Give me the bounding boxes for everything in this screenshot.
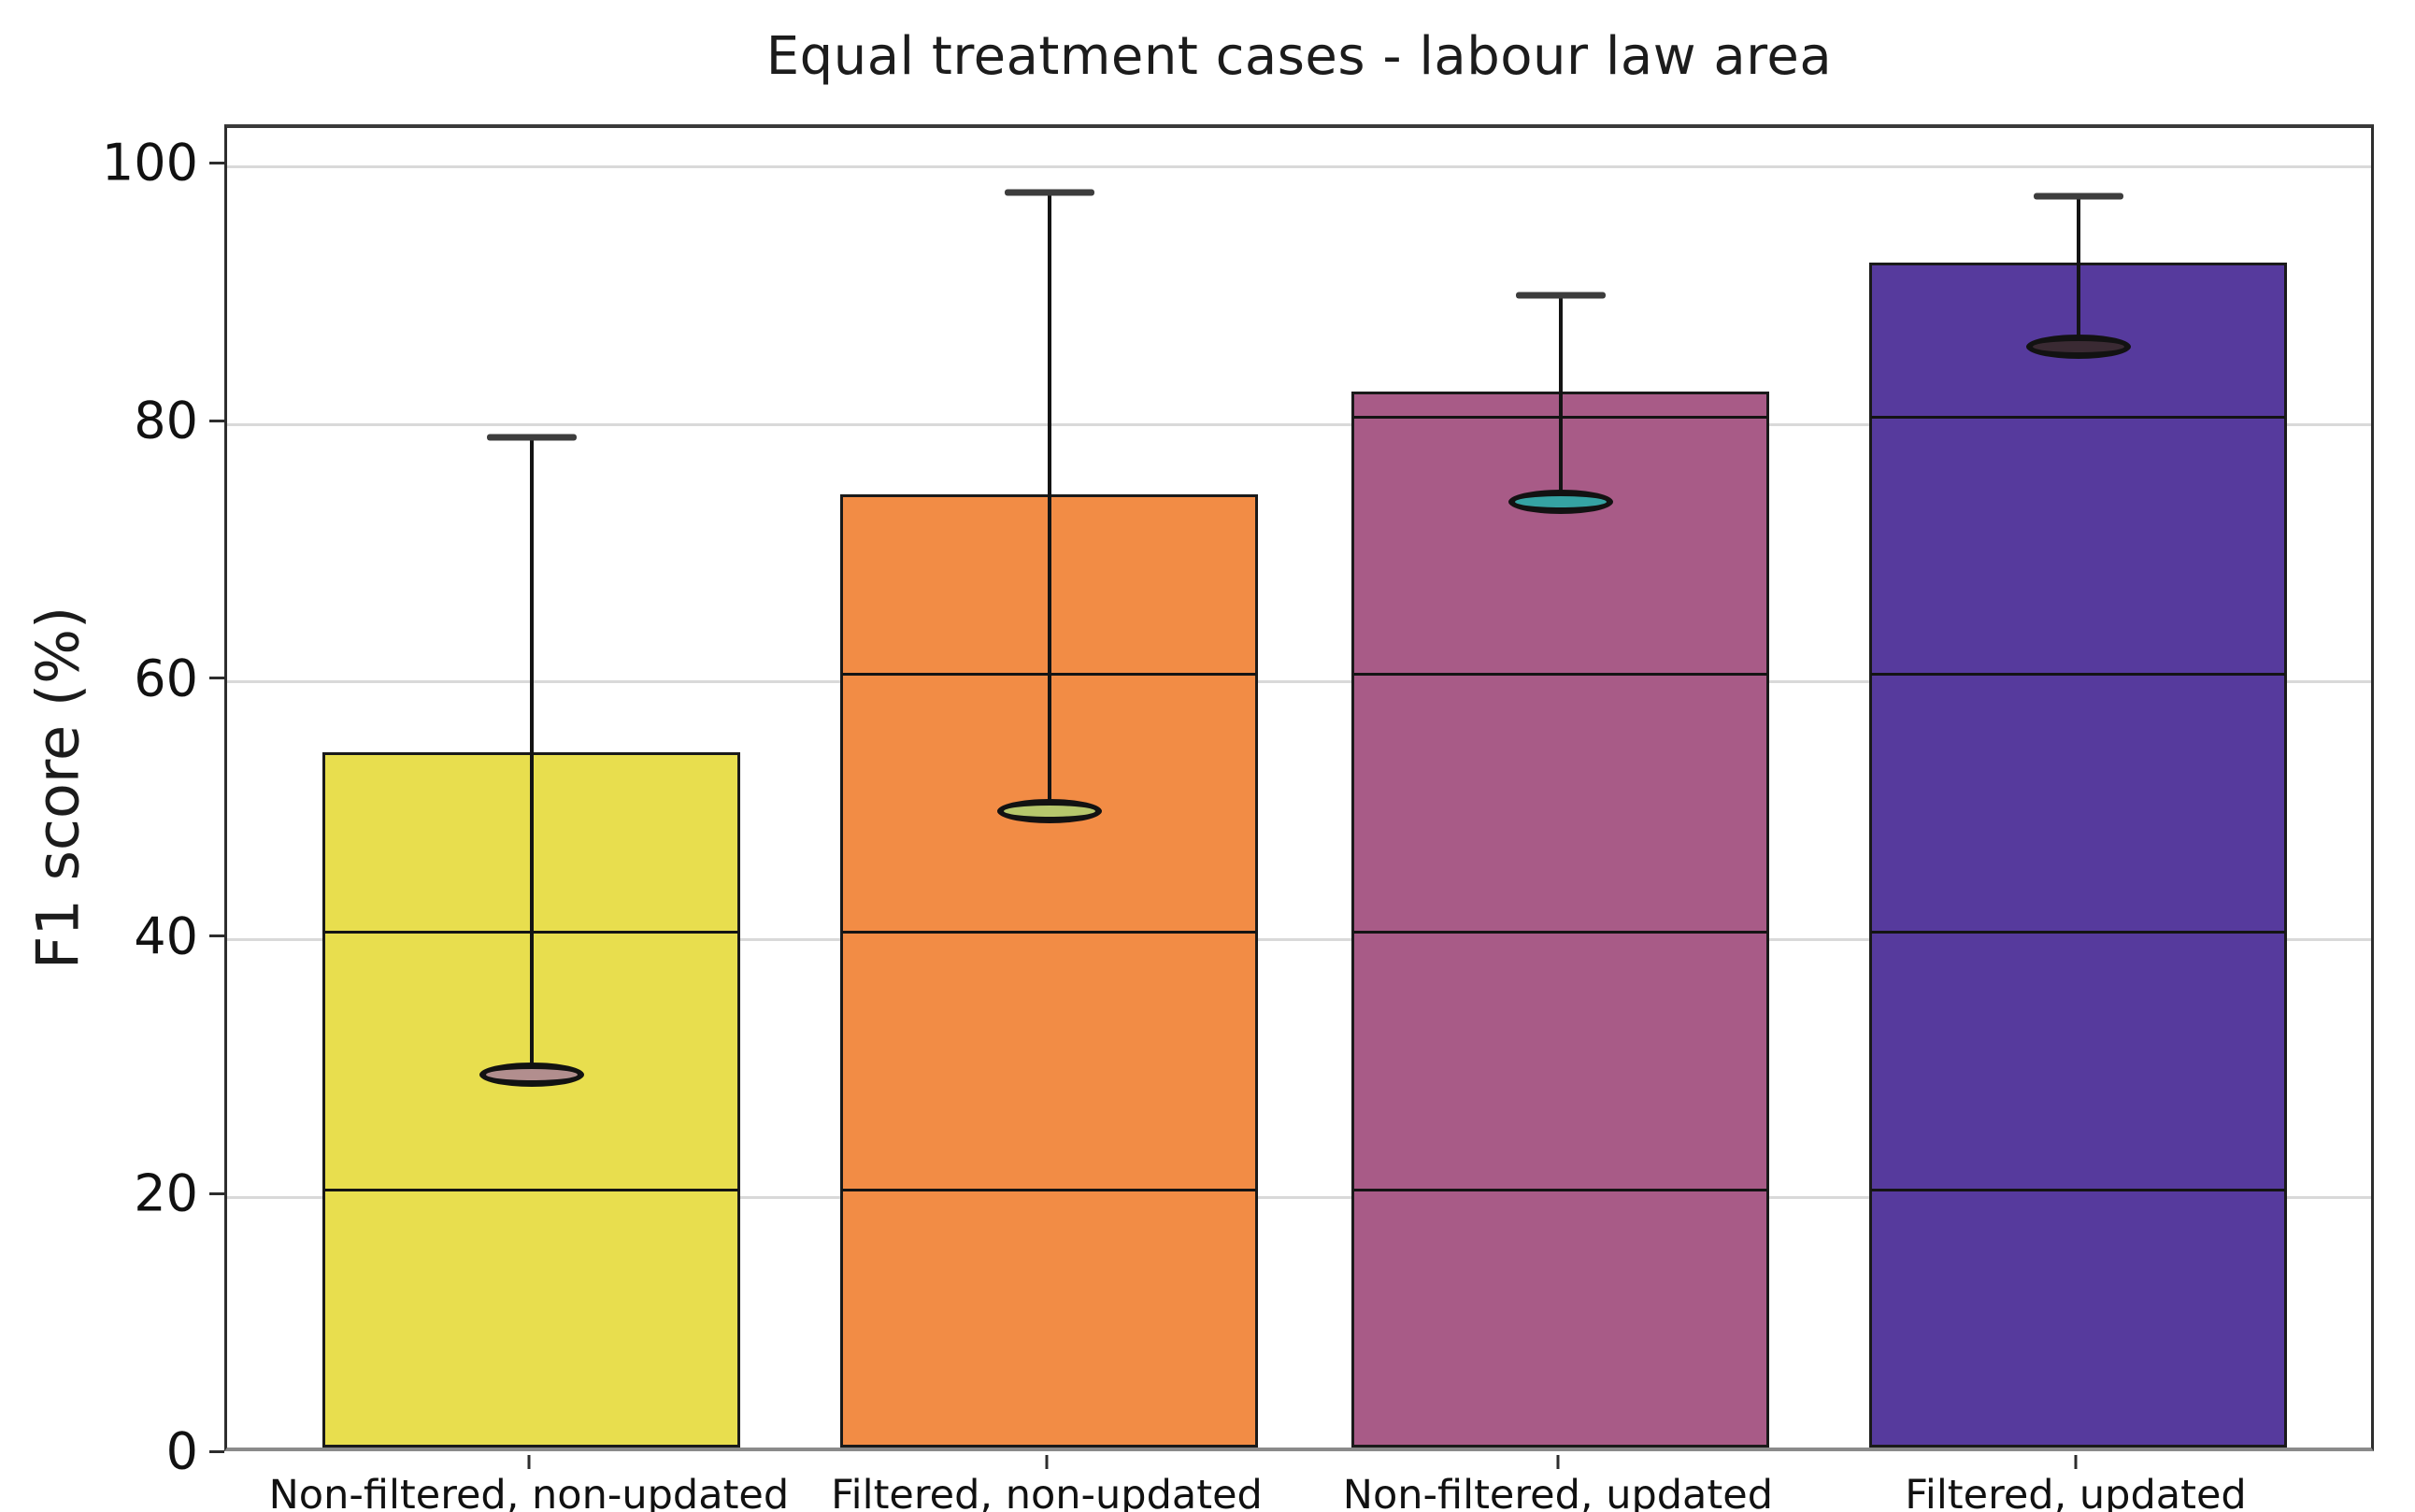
error-bar-bottom-cap-non-filtered-updated [1508, 489, 1613, 514]
y-tick-mark-100 [209, 161, 224, 164]
error-bar-filtered-updated [2076, 196, 2080, 348]
bar-filtered-non-updated [840, 493, 1259, 1448]
bar-filtered-updated [1869, 262, 2288, 1448]
error-bar-top-cap-filtered-updated [2033, 193, 2123, 200]
gridline-y-60 [227, 680, 2371, 684]
y-tick-label-100: 100 [101, 133, 198, 193]
chart-title: Equal treatment cases - labour law area [765, 26, 1833, 87]
gridline-y-100 [227, 164, 2371, 168]
error-bar-non-filtered-non-updated [529, 436, 534, 1076]
x-tick-label-non-filtered-updated: Non-filtered, updated [1342, 1472, 1774, 1512]
y-tick-mark-60 [209, 677, 224, 680]
error-bar-bottom-cap-filtered-non-updated [996, 798, 1102, 823]
y-tick-mark-20 [209, 1191, 224, 1195]
plot-area [224, 124, 2374, 1451]
x-tick-mark-filtered-updated [2074, 1455, 2078, 1469]
bar-segment-line-40 [1353, 931, 1768, 934]
x-tick-mark-filtered-non-updated [1045, 1455, 1049, 1469]
x-tick-label-non-filtered-non-updated: Non-filtered, non-updated [268, 1472, 790, 1512]
y-tick-label-0: 0 [165, 1421, 198, 1481]
bar-segment-line-20 [1353, 1188, 1768, 1191]
bar-segment-line-60 [1871, 673, 2286, 677]
bar-segment-line-40 [842, 931, 1257, 934]
error-bar-bottom-cap-non-filtered-non-updated [479, 1063, 584, 1088]
bar-segment-line-80 [1871, 415, 2286, 419]
x-tick-label-filtered-updated: Filtered, updated [1905, 1472, 2247, 1512]
error-bar-top-cap-filtered-non-updated [1004, 189, 1094, 196]
bar-segment-line-20 [324, 1188, 739, 1191]
bar-segment-line-20 [842, 1188, 1257, 1191]
y-tick-label-60: 60 [134, 649, 198, 708]
error-bar-top-cap-non-filtered-non-updated [486, 434, 577, 441]
error-bar-non-filtered-updated [1558, 295, 1563, 502]
y-tick-mark-80 [209, 419, 224, 422]
y-tick-mark-0 [209, 1449, 224, 1453]
y-tick-label-20: 20 [134, 1163, 198, 1223]
error-bar-filtered-non-updated [1047, 192, 1051, 811]
bar-segment-line-20 [1871, 1188, 2286, 1191]
x-tick-mark-non-filtered-non-updated [527, 1455, 531, 1469]
error-bar-bottom-cap-filtered-updated [2025, 335, 2131, 360]
gridline-y-20 [227, 1195, 2371, 1199]
x-tick-mark-non-filtered-updated [1556, 1455, 1560, 1469]
y-tick-label-80: 80 [134, 391, 198, 450]
bar-non-filtered-updated [1351, 391, 1770, 1448]
gridline-y-40 [227, 938, 2371, 942]
y-tick-mark-40 [209, 934, 224, 938]
y-tick-label-40: 40 [134, 906, 198, 966]
bar-segment-line-60 [1353, 673, 1768, 677]
error-bar-top-cap-non-filtered-updated [1515, 292, 1606, 299]
x-tick-label-filtered-non-updated: Filtered, non-updated [831, 1472, 1263, 1512]
gridline-y-80 [227, 422, 2371, 426]
bar-segment-line-40 [1871, 931, 2286, 934]
